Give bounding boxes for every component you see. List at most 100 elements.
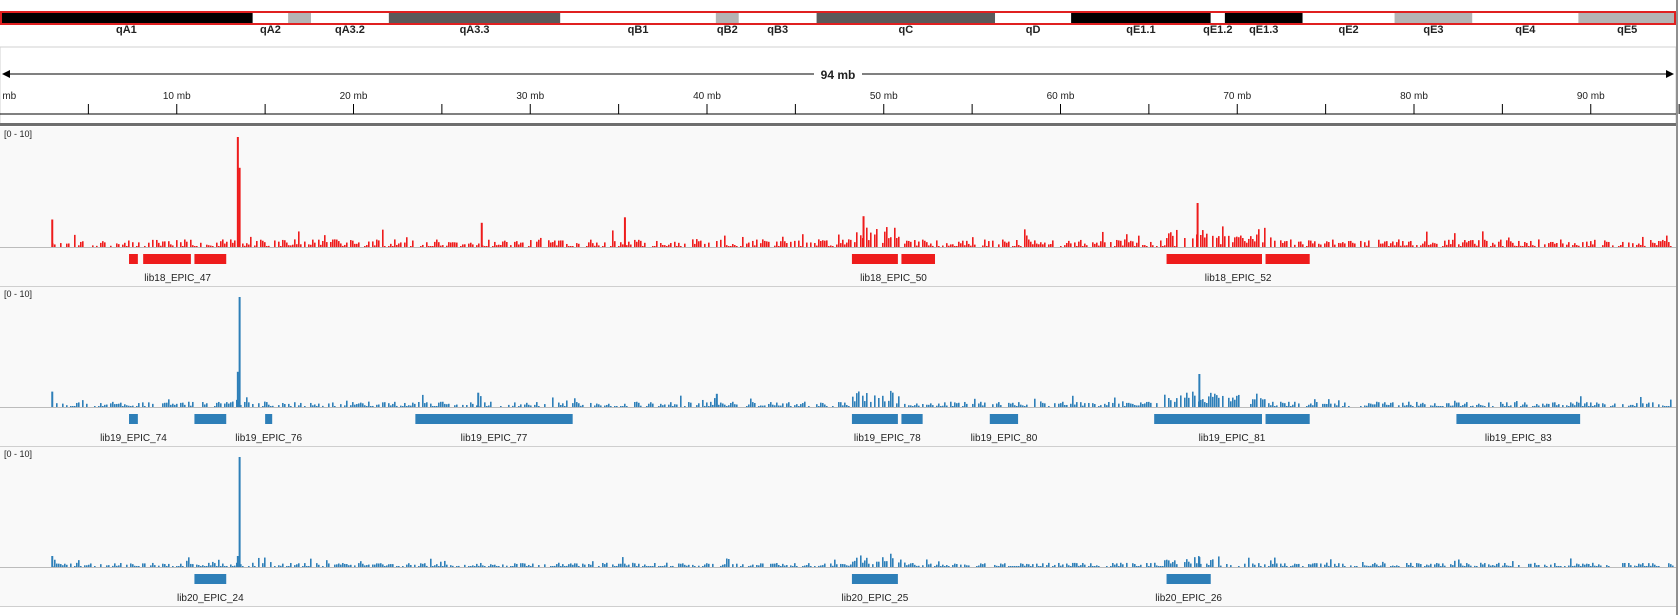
signal-bar [1324,403,1326,407]
cytoband-qE4[interactable] [1472,12,1579,24]
signal-bar [794,240,796,247]
signal-bar [206,244,208,247]
signal-bar [104,404,106,407]
signal-bar [86,565,88,567]
feature-block[interactable] [989,414,1019,424]
feature-region[interactable]: lib19_EPIC_74 [100,414,167,444]
signal-bar [844,244,846,247]
track-3[interactable]: [0 - 10]lib20_EPIC_24 lib20_EPIC_25 lib20_… [0,447,1676,607]
feature-block[interactable] [1166,574,1211,584]
feature-region[interactable]: lib18_EPIC_52 [1166,254,1310,284]
cytoband-qC[interactable] [816,12,996,24]
cytoband-qE1.1[interactable] [1071,12,1211,24]
cytoband-label: qE1.2 [1203,24,1232,36]
feature-block[interactable] [851,574,898,584]
signal-bars [51,297,1672,407]
cytoband-band-2[interactable] [288,12,312,24]
signal-bar [814,243,816,247]
cytoband-qE1.3[interactable] [1224,12,1303,24]
signal-bar [746,406,748,407]
feature-block[interactable] [901,254,936,264]
cytoband-qA2[interactable] [252,12,289,24]
signal-bar [1530,563,1532,567]
feature-region[interactable]: lib19_EPIC_81 [1154,414,1310,444]
track-1[interactable]: [0 - 10]lib18_EPIC_47 lib18_EPIC_50 lib18_… [0,127,1676,287]
signal-bar [890,237,892,247]
feature-region[interactable]: lib20_EPIC_24 [177,574,244,604]
signal-bar [310,558,312,567]
cytoband-qE5[interactable] [1578,12,1676,24]
signal-bar [988,241,990,247]
signal-bar [648,403,650,407]
signal-bar [1656,566,1658,567]
feature-block[interactable] [851,254,898,264]
signal-bar [320,244,322,247]
signal-bar [702,566,704,567]
signal-bar [80,566,82,567]
cytoband-qE3[interactable] [1394,12,1473,24]
feature-region[interactable]: lib19_EPIC_80 [971,414,1038,444]
cytoband-qA3.2[interactable] [311,12,389,24]
signal-bar [1148,566,1150,567]
feature-region[interactable]: lib19_EPIC_77 [415,414,573,444]
signal-bar [120,402,122,407]
signal-bar [1486,240,1488,247]
signal-bar [1556,405,1558,407]
signal-bar [316,563,318,567]
signal-bar [190,239,192,247]
signal-bar [436,564,438,567]
signal-bar [468,566,470,567]
feature-block[interactable] [194,254,227,264]
cytoband-qB2[interactable] [715,12,739,24]
feature-region[interactable]: lib19_EPIC_76 [235,414,302,444]
feature-block[interactable] [129,414,138,424]
signal-bar [1340,243,1342,247]
feature-region[interactable] [194,414,227,424]
signal-bar [834,559,836,567]
cytoband-qE1.2[interactable] [1210,12,1225,24]
feature-block[interactable] [1166,254,1262,264]
signal-bar [1050,244,1052,247]
chromosome-ideogram[interactable] [0,11,1676,25]
feature-region[interactable]: lib20_EPIC_25 [842,574,909,604]
feature-block[interactable] [194,574,227,584]
cytoband-qE2[interactable] [1302,12,1395,24]
signal-bar [742,236,744,247]
feature-region[interactable]: lib19_EPIC_83 [1456,414,1581,444]
signal-bar [490,564,492,567]
feature-block[interactable] [129,254,138,264]
track-2[interactable]: [0 - 10]lib19_EPIC_74 lib19_EPIC_76 lib19_… [0,287,1676,447]
data-tracks[interactable]: [0 - 10]lib18_EPIC_47 lib18_EPIC_50 lib18_… [0,127,1676,607]
feature-region[interactable]: lib18_EPIC_47 [129,254,227,284]
feature-block[interactable] [901,414,923,424]
signal-bar [378,563,380,567]
signal-bar [1372,404,1374,407]
signal-bar [388,246,390,247]
signal-bar [856,393,858,407]
feature-block[interactable] [265,414,273,424]
feature-block[interactable] [1265,254,1310,264]
feature-block[interactable] [415,414,573,424]
feature-block[interactable] [1265,414,1310,424]
feature-block[interactable] [143,254,191,264]
cytoband-qB3[interactable] [738,12,817,24]
feature-label: lib19_EPIC_83 [1485,433,1552,444]
signal-bar [1636,403,1638,407]
feature-block[interactable] [1456,414,1581,424]
feature-block[interactable] [1154,414,1262,424]
cytoband-qA1[interactable] [0,12,253,24]
signal-bar [998,244,1000,247]
feature-region[interactable]: lib18_EPIC_50 [851,254,936,284]
feature-region[interactable]: lib19_EPIC_78 [851,414,923,444]
feature-region[interactable]: lib20_EPIC_26 [1155,574,1222,604]
cytoband-qB1[interactable] [560,12,716,24]
signal-bar [1344,243,1346,247]
feature-block[interactable] [851,414,898,424]
cytoband-qA3.3[interactable] [388,12,561,24]
cytoband-qD[interactable] [995,12,1072,24]
signal-bar [1458,244,1460,247]
signal-bar [1664,406,1666,407]
signal-bar [456,566,458,567]
feature-block[interactable] [194,414,227,424]
